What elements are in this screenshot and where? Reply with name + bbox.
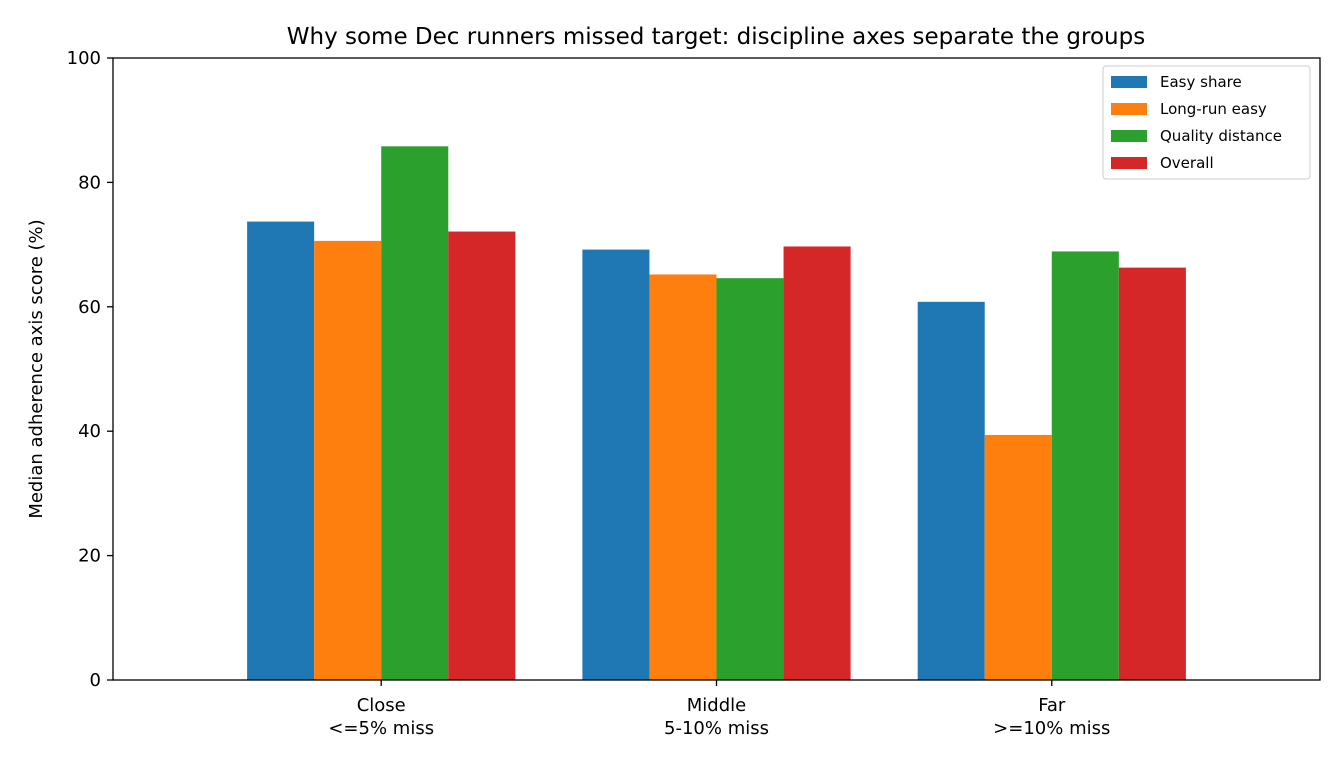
y-tick-label: 60	[78, 297, 101, 318]
bar-quality-distance-0	[381, 146, 449, 681]
bars-group	[247, 146, 1186, 681]
y-tick-label: 20	[78, 546, 101, 567]
legend-label: Easy share	[1160, 73, 1242, 91]
legend-label: Quality distance	[1160, 127, 1282, 145]
legend-swatch	[1111, 103, 1147, 115]
bar-overall-2	[1118, 267, 1186, 680]
x-tick-sublabel: 5-10% miss	[664, 718, 769, 739]
y-axis-label: Median adherence axis score (%)	[26, 219, 47, 518]
bar-long-run-easy-2	[984, 434, 1052, 680]
bar-overall-0	[448, 231, 516, 680]
bar-long-run-easy-1	[649, 274, 717, 680]
chart-title: Why some Dec runners missed target: disc…	[287, 24, 1145, 50]
bar-quality-distance-1	[716, 278, 784, 680]
legend-label: Overall	[1160, 154, 1214, 172]
x-tick-sublabel: >=10% miss	[993, 718, 1110, 739]
x-tick-sublabel: <=5% miss	[328, 718, 434, 739]
bar-overall-1	[783, 246, 851, 680]
x-tick-label: Close	[357, 695, 406, 716]
legend-label: Long-run easy	[1160, 100, 1267, 118]
y-tick-label: 80	[78, 172, 101, 193]
legend-swatch	[1111, 130, 1147, 142]
y-tick-label: 0	[90, 670, 101, 691]
legend-box	[1102, 65, 1311, 180]
legend-swatch	[1111, 76, 1147, 88]
bar-long-run-easy-0	[314, 240, 382, 681]
x-tick-label: Middle	[687, 695, 746, 716]
legend-swatch	[1111, 157, 1147, 169]
legend: Easy share Long-run easy Quality distance O…	[1102, 65, 1311, 180]
y-tick-label: 100	[67, 48, 101, 69]
bar-easy-share-2	[917, 301, 985, 680]
bar-quality-distance-2	[1051, 251, 1119, 680]
x-tick-label: Far	[1038, 695, 1066, 716]
bar-easy-share-0	[247, 221, 315, 680]
y-tick-label: 40	[78, 421, 101, 442]
bar-easy-share-1	[582, 249, 650, 681]
